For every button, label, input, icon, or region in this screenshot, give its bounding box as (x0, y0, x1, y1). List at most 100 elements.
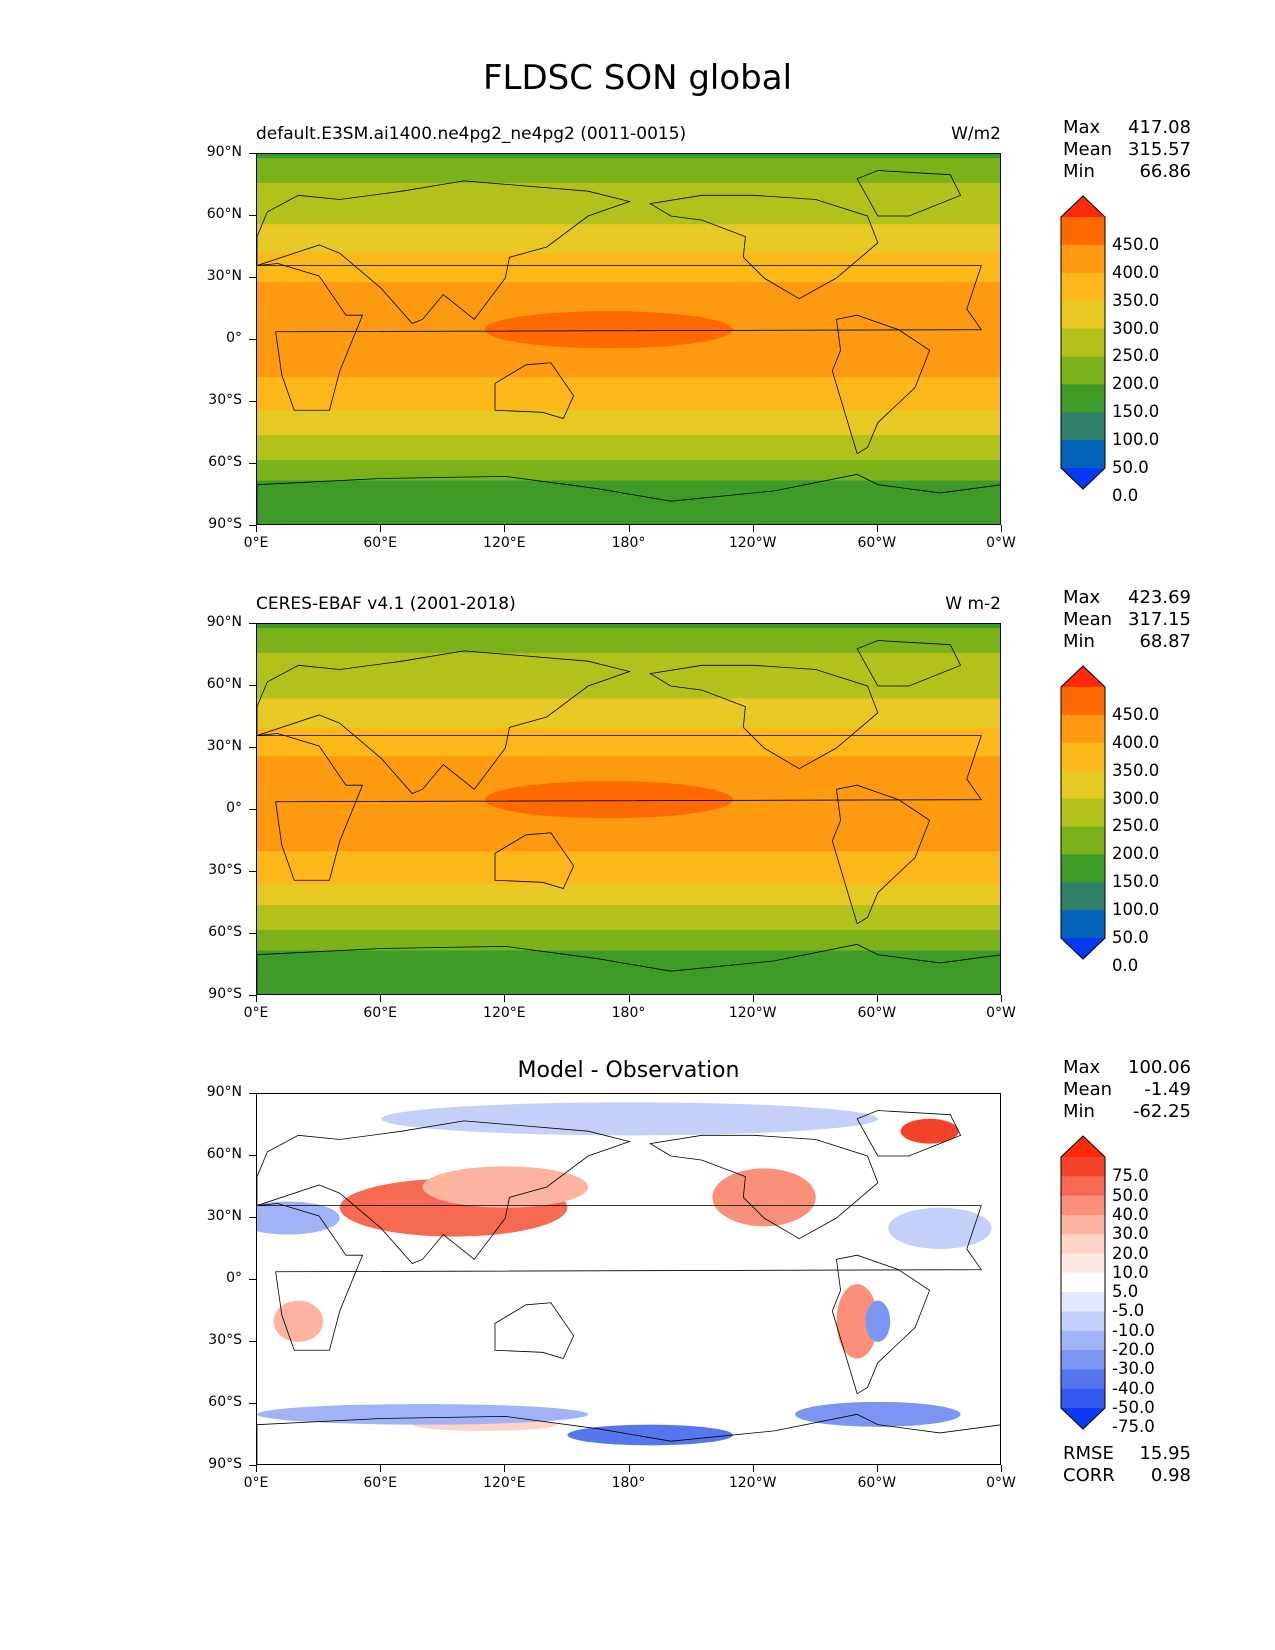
field-band (257, 360, 1000, 366)
panel2-xtick-label: 0°E (243, 1005, 269, 1021)
colorbar-tick-label: 100.0 (1112, 430, 1160, 450)
field-band (257, 426, 1000, 432)
field-band (257, 884, 1000, 890)
field-band (257, 934, 1000, 939)
coastline (257, 1120, 631, 1264)
field-band (257, 377, 1000, 382)
colorbar-extend-bottom (1061, 1408, 1105, 1429)
colorbar-segment (1061, 742, 1105, 772)
field-band (257, 694, 1000, 699)
panel2-map (256, 623, 1001, 995)
panel3-xtick-label: 120°E (483, 1475, 526, 1491)
field-band (257, 946, 1000, 952)
field-band (257, 373, 1000, 378)
field-band (257, 731, 1000, 737)
panel3-ytick-label: 30°N (206, 1208, 242, 1224)
panel1-ytick (249, 463, 256, 464)
panel2-ytick-label: 90°N (206, 614, 242, 630)
field-band (257, 187, 1000, 192)
colorbar-segment (1061, 1388, 1105, 1409)
field-band (257, 929, 1000, 935)
colorbar-tick-label: 50.0 (1112, 1185, 1149, 1205)
colorbar-tick-label: -50.0 (1112, 1398, 1155, 1417)
field-band (257, 414, 1000, 420)
field-band (257, 962, 1000, 968)
difference-region (381, 1102, 878, 1136)
field-band (257, 872, 1000, 877)
field-band (257, 216, 1000, 221)
field-band (257, 983, 1000, 989)
colorbar-segment (1061, 1253, 1105, 1274)
colorbar-tick-label: -40.0 (1112, 1378, 1155, 1398)
field-band (257, 464, 1000, 469)
field-band (257, 174, 1000, 180)
difference-region (257, 1404, 589, 1425)
field-band (257, 776, 1000, 782)
field-band (257, 752, 1000, 757)
field-band (257, 702, 1000, 708)
panel2-title: CERES-EBAF v4.1 (2001-2018) (256, 594, 516, 614)
panel2-xtick (1001, 995, 1002, 1002)
panel1-xtick-label: 120°W (728, 535, 777, 551)
panel2-ytick (249, 809, 256, 810)
field-band (257, 393, 1000, 399)
panel3-xtick (628, 1465, 630, 1472)
panel3-xtick (504, 1465, 506, 1472)
panel2-stats: Max 423.69 Mean 317.15 Min 68.87 (1063, 587, 1191, 652)
colorbar-tick-label: 150.0 (1112, 872, 1160, 892)
panel3-ytick (249, 1155, 256, 1156)
field-band (257, 971, 1000, 976)
panel2-ytick-label: 0° (226, 800, 242, 816)
colorbar-segment (1061, 1234, 1105, 1255)
colorbar-segment (1061, 1330, 1105, 1351)
coastline (257, 733, 983, 881)
field-band (257, 364, 1000, 370)
difference-region (712, 1168, 816, 1227)
panel1-xtick-label: 0°W (986, 535, 1016, 551)
field-band (257, 253, 1000, 258)
field-band (257, 273, 1000, 279)
colorbar-segment (1061, 217, 1105, 246)
coastline (649, 194, 879, 300)
coastline (831, 784, 931, 925)
field-band (257, 517, 1000, 523)
panel1-map (256, 153, 1001, 525)
coastline (649, 664, 879, 770)
field-band (257, 979, 1000, 985)
field-band (257, 665, 1000, 671)
field-band (257, 967, 1000, 972)
coastline (856, 640, 962, 687)
panel2-units: W m-2 (945, 594, 1001, 614)
field-band (257, 826, 1000, 832)
panel1-xtick-label: 60°E (363, 535, 397, 551)
panel2-xtick (380, 995, 382, 1002)
field-band (257, 389, 1000, 395)
coastline (856, 1110, 962, 1157)
field-max-region (484, 781, 733, 819)
field-band (257, 735, 1000, 741)
field-band (257, 624, 1000, 629)
panel2-xtick (752, 995, 754, 1002)
field-band (257, 843, 1000, 848)
panel2-xtick (876, 995, 878, 1002)
field-band (257, 236, 1000, 242)
panel1-xtick-label: 180° (611, 535, 646, 551)
field-band (257, 892, 1000, 898)
colorbar-extend-bottom (1061, 938, 1105, 959)
field-band (257, 447, 1000, 453)
field-band (257, 348, 1000, 353)
field-band (257, 917, 1000, 923)
panel2-xtick-label: 60°E (363, 1005, 397, 1021)
field-band (257, 950, 1000, 956)
panel3-xtick-label: 120°W (728, 1475, 777, 1491)
field-band (257, 714, 1000, 720)
field-band (257, 657, 1000, 662)
field-band (257, 838, 1000, 844)
field-band (257, 430, 1000, 436)
field-band (257, 764, 1000, 770)
field-band (257, 681, 1000, 687)
panel3-xtick-label: 180° (611, 1475, 646, 1491)
field-band (257, 905, 1000, 910)
field-band (257, 352, 1000, 358)
field-band (257, 468, 1000, 473)
